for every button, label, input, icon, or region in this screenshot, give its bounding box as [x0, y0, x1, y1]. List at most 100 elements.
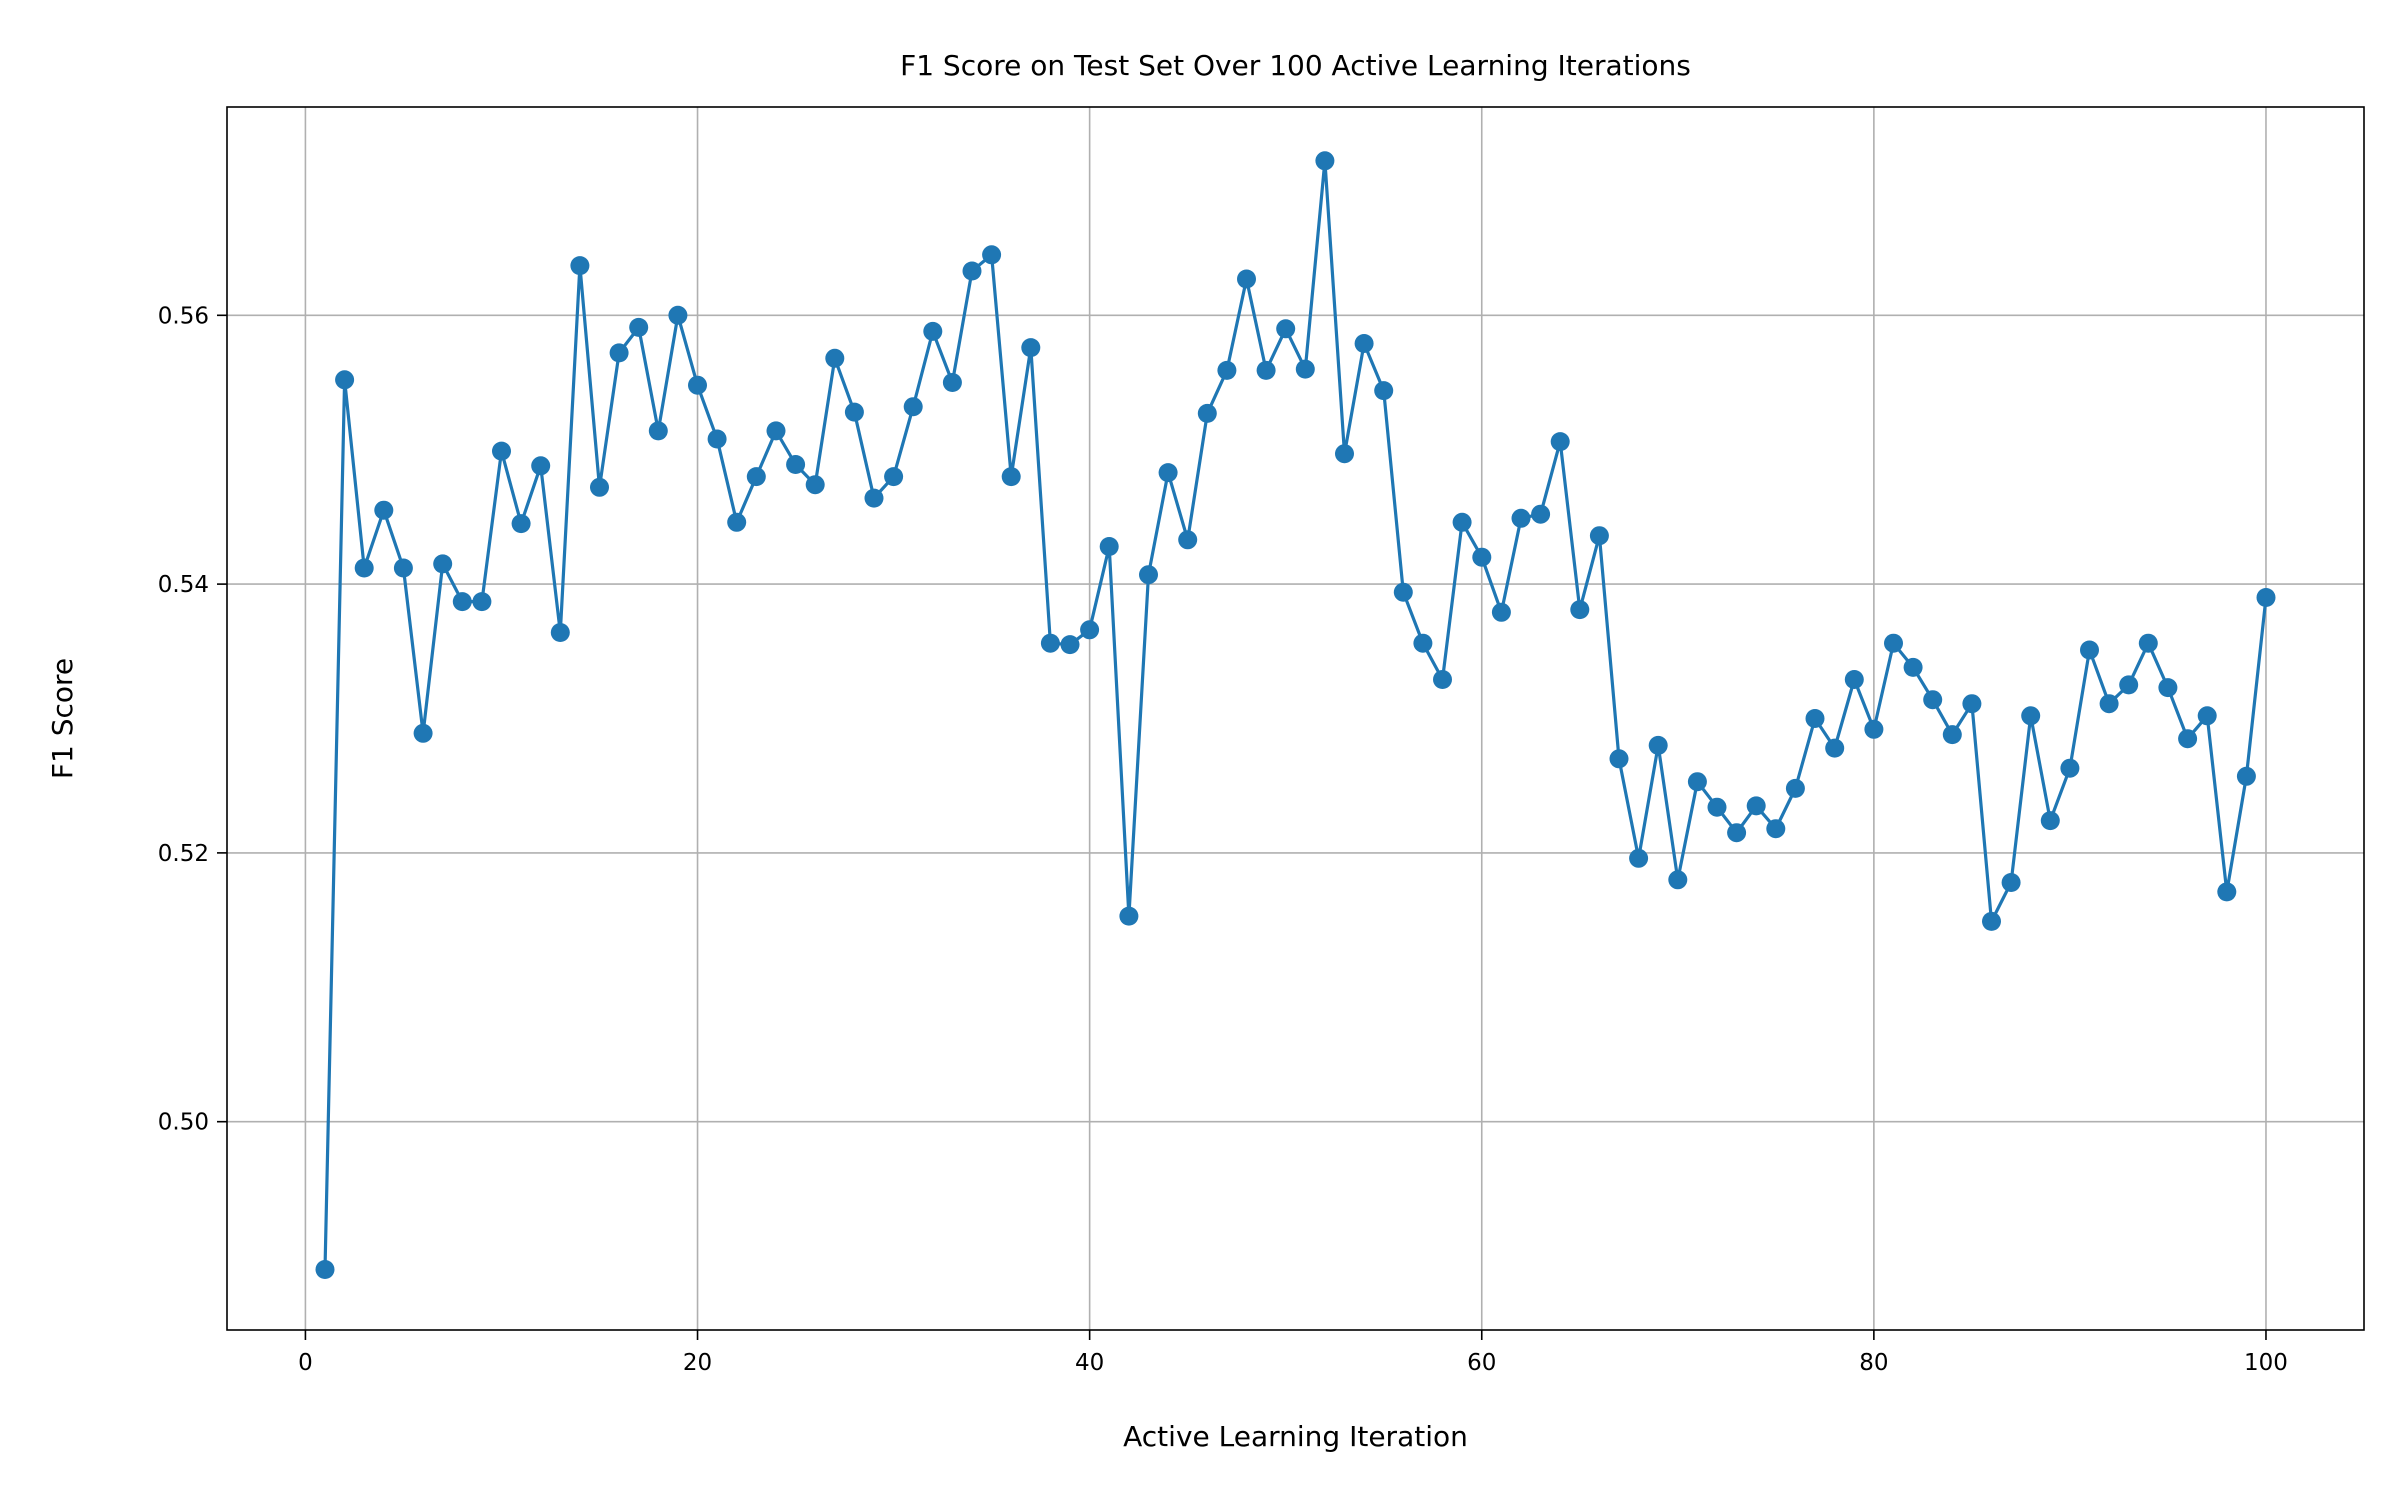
data-point: [2178, 729, 2198, 749]
data-point: [1511, 508, 1531, 528]
data-point: [393, 558, 413, 578]
data-point: [2021, 706, 2041, 726]
data-point: [1491, 602, 1511, 622]
data-point: [2060, 758, 2080, 778]
data-point: [1197, 403, 1217, 423]
data-point: [1374, 381, 1394, 401]
data-point: [942, 373, 962, 392]
data-point: [884, 467, 904, 487]
data-point: [766, 421, 786, 441]
data-point: [2099, 694, 2119, 714]
data-point: [1825, 738, 1845, 758]
data-point: [1687, 772, 1707, 792]
data-point: [1178, 530, 1198, 550]
data-point: [1884, 633, 1903, 653]
data-point: [1276, 319, 1296, 339]
data-point: [492, 441, 511, 461]
data-point: [982, 245, 1002, 265]
data-point: [1942, 725, 1962, 745]
data-point: [1393, 582, 1413, 602]
data-point: [1021, 338, 1041, 358]
data-point: [1119, 906, 1139, 926]
data-point: [550, 623, 570, 642]
data-point: [2138, 633, 2158, 653]
data-point: [1746, 796, 1766, 816]
x-tick-label: 80: [1859, 1350, 1888, 1376]
grid: [227, 107, 2364, 1330]
data-point: [1609, 749, 1629, 769]
plot-frame: [226, 106, 2365, 1331]
data-point: [903, 397, 923, 417]
data-point: [1139, 565, 1158, 585]
data-point: [2256, 588, 2276, 607]
data-point: [1629, 848, 1649, 868]
data-point: [1158, 463, 1178, 483]
y-axis-label: F1 Score: [46, 658, 79, 779]
data-point: [2119, 675, 2139, 695]
data-point: [688, 375, 707, 395]
data-point: [962, 261, 982, 281]
data-point: [1962, 694, 1982, 714]
data-point: [1433, 670, 1452, 689]
data-point: [1315, 151, 1335, 171]
data-point: [2236, 766, 2256, 786]
data-point: [1727, 823, 1747, 843]
data-point: [609, 343, 629, 363]
data-point: [1472, 547, 1492, 567]
data-point: [746, 467, 766, 487]
data-point: [1217, 360, 1237, 380]
y-tick-label: 0.56: [158, 303, 209, 329]
data-point: [1923, 690, 1943, 710]
data-point: [590, 477, 609, 497]
x-tick-label: 60: [1467, 1350, 1496, 1376]
chart-title: F1 Score on Test Set Over 100 Active Lea…: [900, 49, 1691, 82]
data-point: [1570, 600, 1590, 620]
series-line: [323, 159, 2268, 1270]
data-point: [374, 500, 394, 520]
data-point: [1844, 670, 1864, 689]
data-point: [1982, 911, 2001, 931]
data-point: [1256, 360, 1276, 380]
data-point: [1550, 432, 1570, 452]
data-point: [1335, 444, 1354, 464]
data-point: [1864, 719, 1884, 739]
data-point: [805, 475, 825, 495]
x-axis-label: Active Learning Iteration: [1123, 1420, 1468, 1453]
data-point: [2001, 873, 2021, 892]
series: [315, 151, 2276, 1279]
data-point: [2158, 678, 2178, 698]
data-point: [1060, 635, 1080, 655]
data-point: [1237, 269, 1256, 289]
axis-ticks: 0 20 40 60 80 100 0.50 0.52 0.54 0.56: [158, 303, 2288, 1376]
data-point: [1413, 633, 1433, 653]
data-point: [413, 723, 433, 743]
data-point: [668, 305, 688, 325]
data-point: [1099, 537, 1119, 556]
data-point: [354, 558, 374, 578]
data-point: [2217, 882, 2237, 902]
data-point: [1589, 526, 1609, 546]
x-tick-label: 40: [1075, 1350, 1104, 1376]
data-point: [707, 429, 727, 449]
data-point: [1295, 359, 1315, 379]
data-point: [511, 514, 531, 534]
data-point: [452, 592, 472, 612]
data-point: [1080, 620, 1100, 640]
data-point: [335, 370, 355, 390]
data-point: [648, 421, 668, 441]
y-tick-label: 0.52: [158, 841, 209, 867]
data-point: [844, 402, 864, 422]
data-point: [2080, 640, 2099, 660]
data-point: [1001, 467, 1021, 487]
data-point: [1707, 797, 1727, 817]
data-point: [1668, 870, 1688, 890]
x-tick-label: 20: [683, 1350, 712, 1376]
data-point: [2197, 706, 2217, 726]
data-point: [1354, 334, 1374, 353]
data-point: [1903, 657, 1923, 677]
x-tick-label: 100: [2244, 1350, 2288, 1376]
data-point: [1805, 709, 1825, 728]
data-point: [923, 321, 943, 341]
